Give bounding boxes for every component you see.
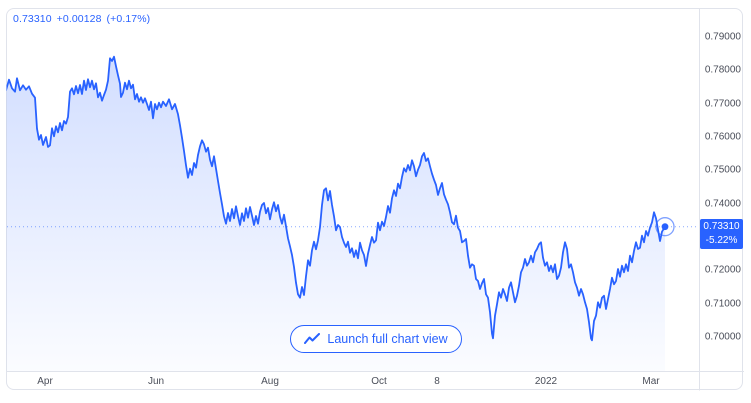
price-axis-label: 0.79000	[704, 31, 741, 43]
time-axis-label: 8	[434, 376, 440, 387]
price-axis-label: 0.75000	[704, 164, 741, 176]
quote-summary: 0.73310 +0.00128 (+0.17%)	[13, 13, 155, 25]
price-axis-label: 0.71000	[704, 298, 741, 310]
badge-change-pct: -5.22%	[705, 234, 738, 246]
time-axis-label: Jun	[147, 376, 165, 387]
area-fill	[6, 56, 665, 372]
price-line	[6, 55, 666, 342]
quote-change-pct: (+0.17%)	[106, 13, 151, 25]
line-chart-icon	[304, 333, 321, 344]
last-price-marker-dot	[661, 223, 669, 231]
time-axis-label: 2022	[534, 376, 558, 387]
time-axis-label: Apr	[37, 376, 53, 387]
price-axis-label: 0.74000	[704, 198, 741, 210]
last-price-marker-ring	[655, 217, 675, 237]
price-axis-label: 0.76000	[704, 131, 741, 143]
launch-button-label: Launch full chart view	[327, 332, 448, 346]
badge-price: 0.73310	[703, 220, 740, 232]
quote-price: 0.73310	[13, 13, 52, 25]
price-axis-label: 0.77000	[704, 98, 741, 110]
launch-full-chart-button[interactable]: Launch full chart view	[290, 325, 462, 353]
time-axis-label: Aug	[261, 376, 279, 387]
time-axis-label: Oct	[371, 376, 387, 387]
current-price-badge: 0.73310 -5.22%	[700, 218, 743, 249]
price-axis-label: 0.78000	[704, 64, 741, 76]
price-axis-label: 0.70000	[704, 331, 741, 343]
time-axis-label: Mar	[642, 376, 660, 387]
quote-change: +0.00128	[56, 13, 102, 25]
price-axis-label: 0.72000	[704, 264, 741, 276]
